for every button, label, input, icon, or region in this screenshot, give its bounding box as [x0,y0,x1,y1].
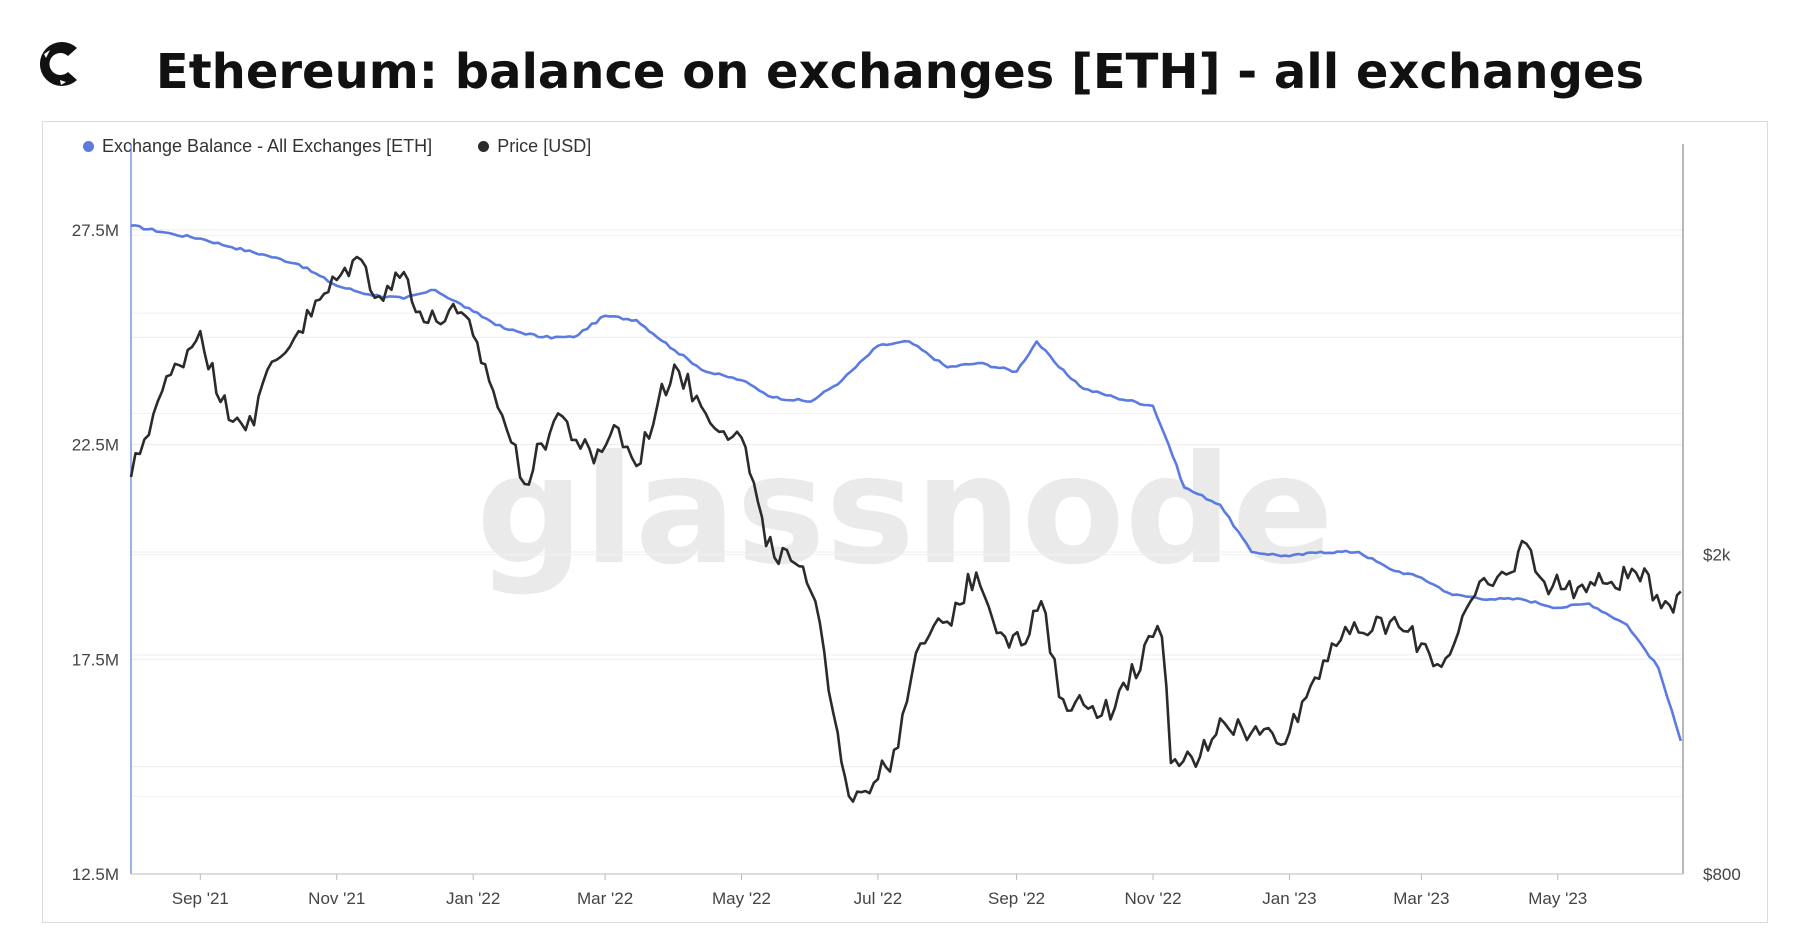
x-tick-label: Mar '23 [1393,889,1449,908]
legend-label: Exchange Balance - All Exchanges [ETH] [102,136,433,156]
chart-panel: Exchange Balance - All Exchanges [ETH] P… [42,121,1768,923]
x-tick-label: May '23 [1528,889,1587,908]
legend-item-price[interactable]: Price [USD] [478,136,591,157]
legend-label: Price [USD] [497,136,592,156]
legend-item-exchange-balance[interactable]: Exchange Balance - All Exchanges [ETH] [83,136,432,157]
chart-title: Ethereum: balance on exchanges [ETH] - a… [155,44,1645,100]
watermark-text: glassnode [476,424,1334,598]
series-group [129,224,1683,803]
logo-icon [39,42,77,86]
chart-svg: glassnode 27.5M 22.5M 17.5M 12.5M $2k $800 Sep… [72,144,1741,908]
right-tick-label: $800 [1703,865,1741,884]
price-line [129,255,1682,803]
x-tick-label: Sep '22 [988,889,1045,908]
exchange-balance-line [130,224,1683,742]
grid-lines [131,229,1683,875]
legend-dot-icon [83,141,94,152]
left-tick-label: 22.5M [72,436,119,455]
chart-legend: Exchange Balance - All Exchanges [ETH] P… [83,136,591,157]
left-tick-label: 12.5M [72,865,119,884]
left-tick-label: 27.5M [72,221,119,240]
x-tick-label: Jul '22 [854,889,903,908]
x-tick-label: Mar '22 [577,889,633,908]
x-tick-label: Sep '21 [172,889,229,908]
left-tick-label: 17.5M [72,650,119,669]
x-tick-label: Jan '23 [1262,889,1316,908]
legend-dot-icon [478,141,490,152]
x-tick-label: Jan '22 [446,889,500,908]
axes: 27.5M 22.5M 17.5M 12.5M $2k $800 Sep '21 Nov '2… [72,144,1741,908]
x-tick-label: May '22 [712,889,771,908]
coinpedia-logo [30,34,90,94]
x-tick-label: Nov '22 [1124,889,1181,908]
x-tick-label: Nov '21 [308,889,365,908]
right-tick-label: $2k [1703,546,1731,565]
